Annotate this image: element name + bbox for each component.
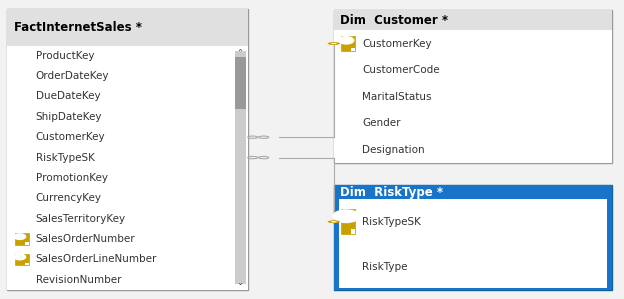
Bar [235, 57, 246, 109]
Text: RiskType: RiskType [362, 262, 407, 272]
Bar [334, 199, 612, 290]
Text: Dim  Customer *: Dim Customer * [340, 14, 448, 27]
Bar [339, 199, 607, 288]
Bar [15, 254, 29, 265]
Text: CustomerKey: CustomerKey [362, 39, 432, 48]
Text: PromotionKey: PromotionKey [36, 173, 107, 183]
Bar [24, 263, 29, 265]
Bar [7, 9, 248, 45]
Text: SalesOrderLineNumber: SalesOrderLineNumber [36, 254, 157, 264]
Bar [351, 48, 355, 51]
Circle shape [333, 210, 359, 222]
Text: CustomerKey: CustomerKey [36, 132, 105, 142]
Text: CustomerCode: CustomerCode [362, 65, 439, 75]
Text: SalesOrderNumber: SalesOrderNumber [36, 234, 135, 244]
Bar [235, 51, 246, 284]
Bar [334, 185, 612, 199]
Text: OrderDateKey: OrderDateKey [36, 71, 109, 81]
Text: MaritalStatus: MaritalStatus [362, 91, 431, 102]
Bar [334, 10, 612, 163]
Circle shape [14, 234, 26, 239]
Bar [15, 234, 29, 245]
Text: ⌃: ⌃ [236, 48, 244, 57]
Bar [334, 30, 612, 163]
Ellipse shape [331, 43, 337, 44]
Bar [351, 229, 355, 234]
Text: FactInternetSales *: FactInternetSales * [14, 21, 142, 34]
Circle shape [14, 254, 26, 260]
Bar [24, 242, 29, 245]
Text: RiskTypeSK: RiskTypeSK [36, 152, 94, 163]
Bar [341, 36, 355, 51]
Circle shape [338, 37, 354, 44]
Ellipse shape [328, 220, 340, 223]
Text: RevisionNumber: RevisionNumber [36, 275, 121, 285]
Bar [7, 45, 248, 290]
Bar [334, 185, 612, 290]
Text: Dim  RiskType *: Dim RiskType * [340, 186, 443, 199]
Text: SalesTerritoryKey: SalesTerritoryKey [36, 214, 125, 224]
Bar [341, 209, 355, 234]
Text: ProductKey: ProductKey [36, 51, 94, 61]
Bar [7, 9, 248, 290]
Text: Gender: Gender [362, 118, 401, 128]
Text: RiskTypeSK: RiskTypeSK [362, 217, 421, 227]
Text: ShipDateKey: ShipDateKey [36, 112, 102, 122]
Text: Designation: Designation [362, 145, 424, 155]
Text: DueDateKey: DueDateKey [36, 91, 100, 101]
Bar [334, 10, 612, 30]
Ellipse shape [331, 221, 337, 222]
Text: ⌄: ⌄ [236, 278, 244, 287]
Ellipse shape [328, 42, 340, 45]
Text: CurrencyKey: CurrencyKey [36, 193, 102, 203]
